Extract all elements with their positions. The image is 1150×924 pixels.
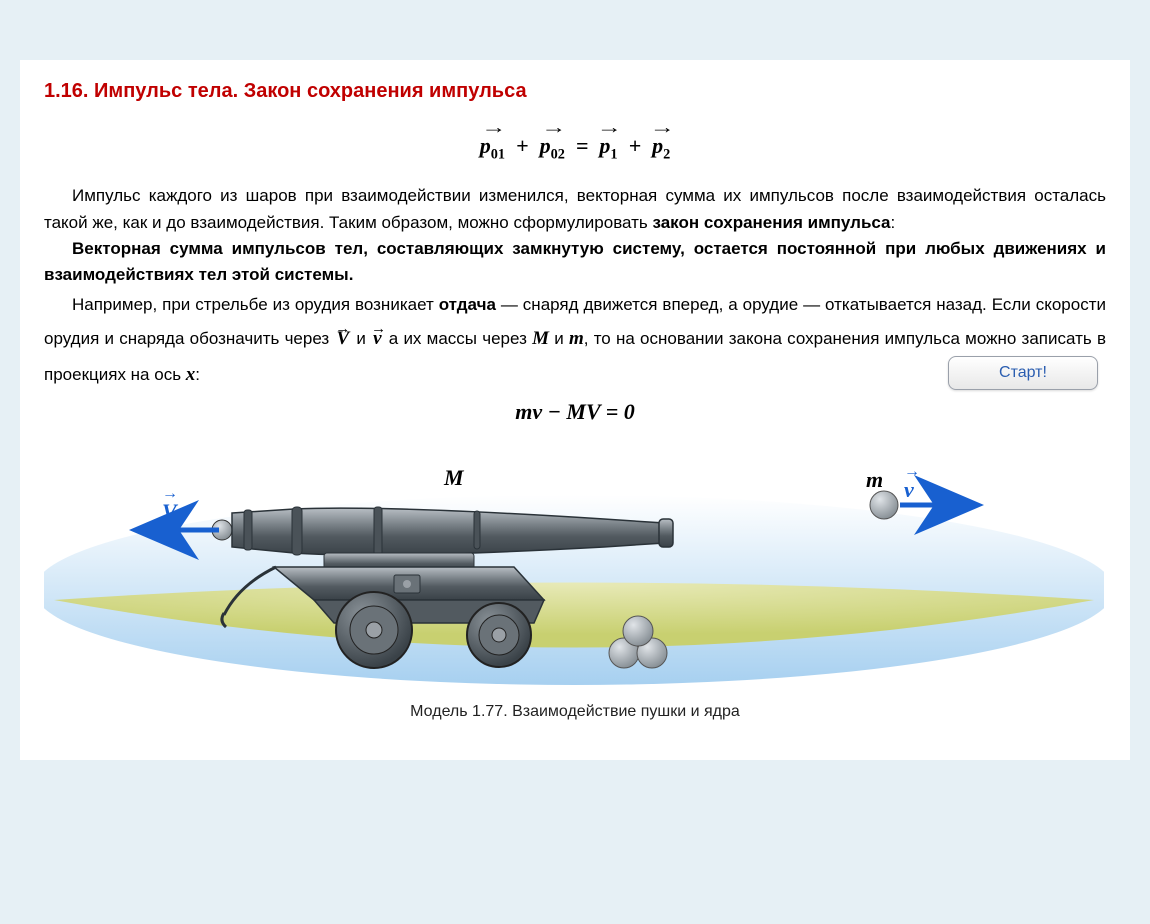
equation-momentum-conservation: p01 + p02 = p1 + p2 [44,131,1106,163]
label-V: →V [162,499,177,525]
label-m: m [866,467,883,493]
wheel-rear [336,592,412,668]
law-statement: Векторная сумма импульсов тел, составляю… [44,236,1106,289]
cannon-illustration: M →V m →v [44,435,1106,695]
equation-recoil: mv − MV = 0 [44,399,1106,425]
wheel-front [467,603,531,667]
paragraph-2: Например, при стрельбе из орудия возника… [44,289,1106,393]
start-button[interactable]: Старт! [948,356,1098,390]
document-page: 1.16. Импульс тела. Закон сохранения имп… [20,60,1130,760]
figure-caption: Модель 1.77. Взаимодействие пушки и ядра [44,703,1106,721]
cannon-svg [44,435,1104,695]
paragraph-1: Импульс каждого из шаров при взаимодейст… [44,183,1106,236]
label-v: →v [904,477,914,503]
projectile [870,491,898,519]
section-title: 1.16. Импульс тела. Закон сохранения имп… [44,80,1106,103]
label-M: M [444,465,464,491]
